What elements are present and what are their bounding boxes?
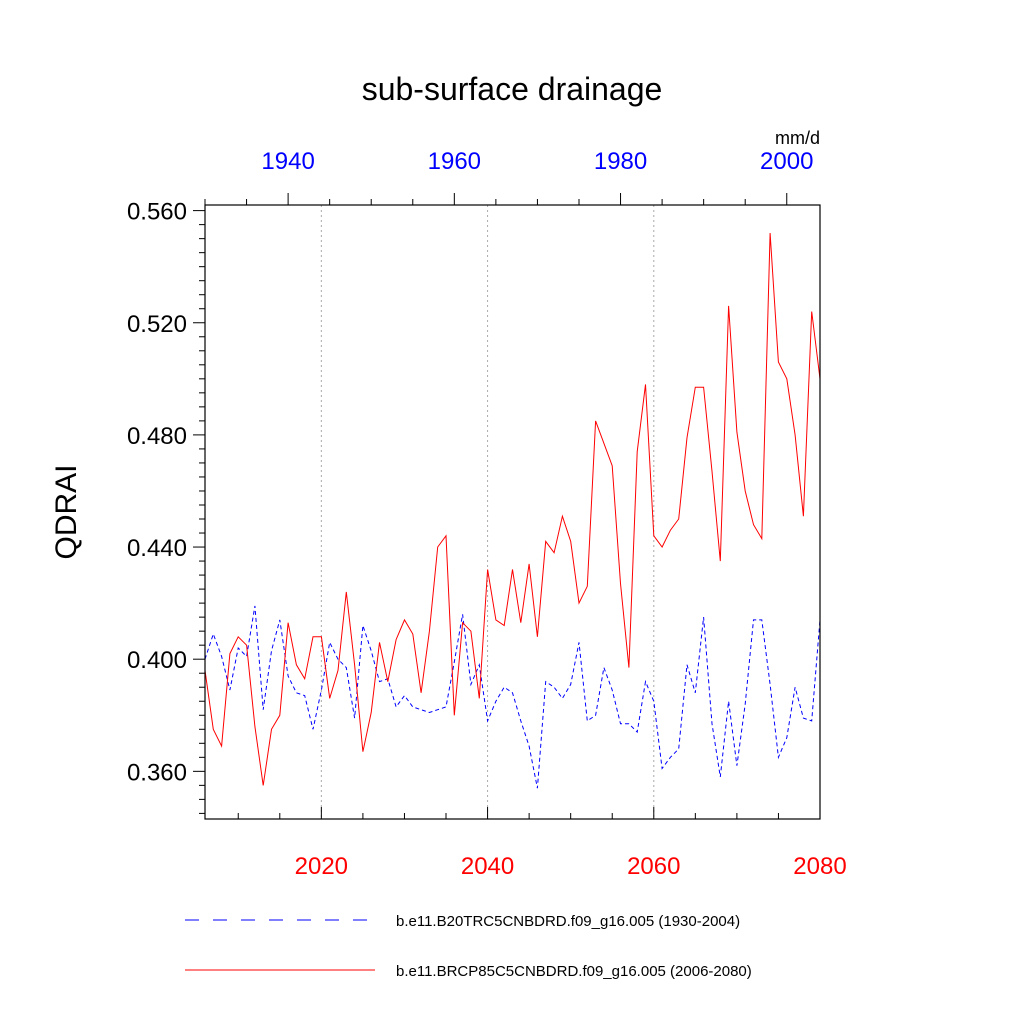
series-line-historical bbox=[204, 605, 821, 789]
bottom-tick-label: 2040 bbox=[461, 853, 514, 880]
y-axis-label: QDRAI bbox=[50, 464, 83, 559]
chart-title: sub-surface drainage bbox=[362, 71, 663, 107]
legend: b.e11.B20TRC5CNBDRD.f09_g16.005 (1930-20… bbox=[185, 913, 752, 980]
series-layer bbox=[204, 232, 821, 789]
y-tick-label: 0.560 bbox=[127, 199, 187, 226]
y-tick-label: 0.400 bbox=[127, 647, 187, 674]
axes: 2020 2040 2060 2080 1940 1960 1980 2000 0.360 0.4… bbox=[127, 148, 847, 880]
units-label: mm/d bbox=[775, 128, 820, 148]
y-tick-label: 0.360 bbox=[127, 759, 187, 786]
top-tick-label: 1940 bbox=[261, 148, 314, 175]
top-tick-label: 1960 bbox=[428, 148, 481, 175]
plot-frame bbox=[204, 204, 821, 820]
y-tick-label: 0.480 bbox=[127, 423, 187, 450]
bottom-tick-label: 2060 bbox=[627, 853, 680, 880]
legend-label: b.e11.BRCP85C5CNBDRD.f09_g16.005 (2006-2… bbox=[396, 963, 752, 980]
y-tick-label: 0.440 bbox=[127, 535, 187, 562]
bottom-tick-label: 2080 bbox=[793, 853, 846, 880]
grid bbox=[320, 205, 655, 819]
top-tick-label: 2000 bbox=[760, 148, 813, 175]
bottom-tick-label: 2020 bbox=[295, 853, 348, 880]
series-line-rcp85 bbox=[204, 232, 821, 786]
y-tick-label: 0.520 bbox=[127, 311, 187, 338]
legend-label: b.e11.B20TRC5CNBDRD.f09_g16.005 (1930-20… bbox=[396, 913, 740, 930]
top-tick-label: 1980 bbox=[594, 148, 647, 175]
